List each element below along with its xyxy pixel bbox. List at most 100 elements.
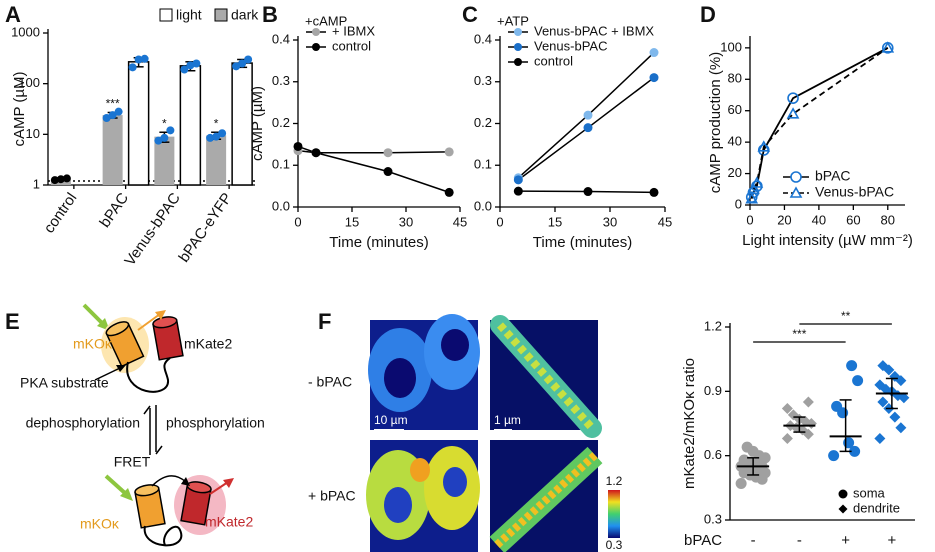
x-tick-label: 45 <box>658 214 672 229</box>
data-point <box>238 59 247 68</box>
legend-label: + IBMX <box>332 23 375 38</box>
y-tick-label: 0.4 <box>474 31 492 46</box>
y-axis-title: mKate2/mKOκ ratio <box>681 358 698 489</box>
y-tick-label: 0.4 <box>272 31 290 46</box>
colorbar-min: 0.3 <box>606 538 623 552</box>
acceptor-cylinder <box>180 481 212 526</box>
bar <box>179 65 202 186</box>
forward-label: phosphorylation <box>166 415 265 431</box>
panel-label: B <box>262 2 278 27</box>
y-tick-label: 0.0 <box>272 198 290 213</box>
y-tick-label: 100 <box>720 39 742 54</box>
linker <box>126 357 171 393</box>
y-tick-label: 0.3 <box>704 511 722 526</box>
colorbar-max: 1.2 <box>606 474 623 488</box>
legend-label: Venus-bPAC <box>815 184 894 200</box>
data-point <box>102 114 111 123</box>
data-point <box>649 73 659 83</box>
x-tick-label: bPAC <box>96 190 132 231</box>
y-tick-label: 0.3 <box>272 73 290 88</box>
emission-arrow <box>209 481 229 495</box>
y-tick-label: 0.2 <box>474 115 492 130</box>
data-point <box>206 133 215 142</box>
marker <box>877 396 889 408</box>
data-point <box>166 126 175 135</box>
marker <box>843 437 855 449</box>
fit-line <box>750 47 889 199</box>
y-tick-label: 0.1 <box>272 157 290 172</box>
marker <box>831 400 843 412</box>
substrate-label: PKA substrate <box>20 375 109 391</box>
y-axis-title: cAMP (µM) <box>249 86 266 161</box>
y-tick-label: 1 <box>33 176 40 191</box>
row-label: + bPAC <box>308 488 356 504</box>
data-point <box>444 147 454 157</box>
data-point <box>56 175 65 184</box>
marker <box>786 107 800 119</box>
data-point <box>108 111 117 120</box>
data-point <box>232 62 241 71</box>
marker <box>745 192 759 204</box>
marker <box>852 375 864 387</box>
legend-swatch <box>159 8 173 22</box>
bar <box>102 115 123 185</box>
x-tick-label: 0 <box>746 212 753 227</box>
panel-label: C <box>462 2 478 27</box>
data-point <box>180 65 189 74</box>
transfer-arrow <box>151 475 187 487</box>
colorbar <box>608 490 620 538</box>
data-point <box>244 55 253 64</box>
marker <box>838 504 848 514</box>
x-axis-title: Light intensity (µW mm⁻²) <box>742 232 913 249</box>
data-point <box>383 148 393 158</box>
y-tick-label: 40 <box>728 134 742 149</box>
donor-label: mKOκ <box>73 336 113 352</box>
arrow-head <box>155 310 166 320</box>
x-tick-label: 60 <box>846 212 860 227</box>
x-axis-title: bPAC <box>684 532 722 549</box>
marker <box>895 422 907 434</box>
x-tick-label: 40 <box>812 212 826 227</box>
x-tick-label: 45 <box>453 214 467 229</box>
data-point <box>140 54 149 63</box>
marker <box>787 92 799 104</box>
y-axis-title: cAMP (µM) <box>11 71 28 146</box>
legend-marker <box>514 43 522 51</box>
panel-label: A <box>5 2 21 27</box>
legend-label: control <box>534 53 573 68</box>
significance: *** <box>792 327 806 341</box>
emission-arrow <box>137 313 161 331</box>
legend-marker <box>312 43 320 51</box>
marker <box>877 360 889 372</box>
legend-marker <box>514 58 522 66</box>
x-tick-label: + <box>887 532 896 549</box>
scale-label: 1 µm <box>494 413 521 427</box>
marker <box>781 402 793 414</box>
nucleus <box>384 487 412 523</box>
panel-label: D <box>700 2 716 27</box>
data-point <box>649 48 659 58</box>
x-tick-label: control <box>41 190 81 237</box>
marker <box>781 433 793 445</box>
x-tick-label: 80 <box>881 212 895 227</box>
spot <box>410 458 430 482</box>
y-tick-label: 1.2 <box>704 318 722 333</box>
y-tick-label: 10 <box>26 126 40 141</box>
chart-title: +cAMP <box>305 13 347 28</box>
legend-label: soma <box>853 485 886 500</box>
data-point <box>383 167 393 177</box>
data-point <box>444 187 454 197</box>
data-point <box>50 176 59 185</box>
acceptor-label: mKate2 <box>205 514 253 530</box>
marker <box>889 411 901 423</box>
marker <box>846 360 858 372</box>
y-tick-label: 0.6 <box>704 447 722 462</box>
marker <box>838 489 848 499</box>
marker <box>802 396 814 408</box>
data-point <box>513 175 523 185</box>
donor-cylinder <box>134 484 166 529</box>
bar <box>206 135 227 185</box>
micrographs: 10 µm 1 µm 1.2 0.3 - bPAC + bPAC <box>308 314 623 552</box>
legend-label: light <box>176 7 202 23</box>
